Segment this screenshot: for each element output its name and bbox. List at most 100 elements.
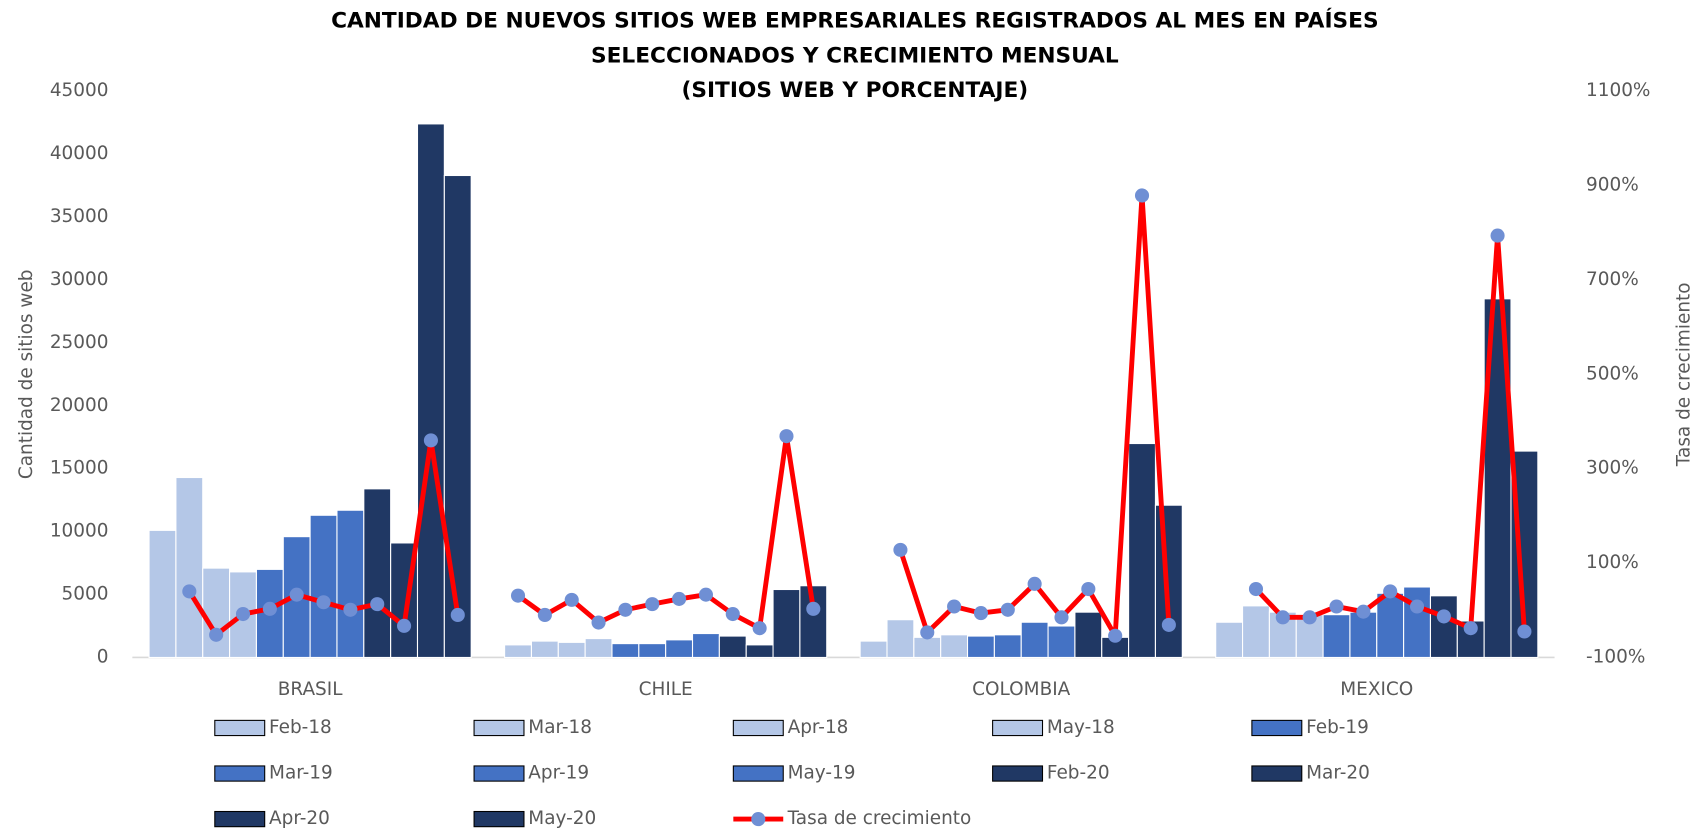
growth-marker — [1027, 576, 1042, 591]
growth-marker — [645, 597, 660, 612]
chart-title: (SITIOS WEB Y PORCENTAJE) — [681, 78, 1028, 103]
legend-swatch — [732, 765, 784, 782]
bar — [148, 529, 177, 658]
legend-label: Feb-20 — [1047, 763, 1110, 784]
legend-swatch — [473, 810, 525, 828]
legend-swatch — [473, 765, 525, 782]
legend-swatch — [214, 719, 266, 737]
y-tick-label: 25000 — [50, 332, 109, 353]
legend-swatch — [992, 719, 1044, 737]
legend-label: Tasa de crecimiento — [787, 808, 972, 829]
growth-marker — [672, 591, 687, 606]
bar — [886, 619, 915, 659]
x-tick-label: BRASIL — [278, 679, 343, 700]
growth-marker — [1081, 581, 1096, 597]
legend-label: May-19 — [788, 763, 856, 784]
legend-label: Feb-19 — [1306, 717, 1369, 738]
legend-label: Apr-18 — [788, 717, 849, 738]
y-tick-label: 45000 — [50, 80, 109, 101]
growth-marker — [1517, 624, 1532, 639]
legend-label: Apr-19 — [528, 763, 589, 784]
bar — [416, 123, 445, 658]
growth-marker — [537, 607, 552, 623]
y-tick-label: 20000 — [50, 395, 109, 416]
bar — [363, 488, 392, 658]
growth-marker — [510, 588, 526, 603]
y-tick-label: 35000 — [50, 206, 109, 227]
y-axis-label: Cantidad de sitios web — [16, 269, 37, 479]
bar — [966, 635, 995, 659]
legend-label: Mar-20 — [1306, 763, 1370, 784]
growth-marker — [1490, 228, 1505, 243]
legend-label: May-18 — [1047, 717, 1115, 738]
y2-tick-label: 500% — [1586, 363, 1639, 384]
bar — [913, 636, 942, 659]
bar — [309, 514, 338, 659]
bar — [557, 641, 586, 659]
chart-title: CANTIDAD DE NUEVOS SITIOS WEB EMPRESARIA… — [331, 8, 1379, 34]
bar — [175, 476, 204, 658]
legend-swatch — [214, 765, 266, 782]
growth-line — [516, 433, 816, 631]
legend-label: Mar-19 — [269, 763, 333, 784]
bar — [638, 643, 667, 658]
growth-marker — [1248, 581, 1264, 597]
growth-marker — [1054, 610, 1069, 625]
growth-marker — [1356, 604, 1371, 619]
legend-swatch — [473, 719, 525, 737]
bar — [1429, 595, 1458, 658]
bar — [993, 634, 1022, 658]
bar — [530, 640, 559, 658]
bar — [718, 635, 747, 659]
bar — [1074, 611, 1103, 658]
legend-swatch — [1251, 719, 1303, 737]
growth-marker — [262, 601, 277, 616]
growth-marker — [1383, 584, 1398, 599]
x-tick-label: CHILE — [639, 679, 693, 700]
growth-marker — [1000, 602, 1015, 617]
growth-marker — [947, 599, 962, 614]
growth-marker — [1134, 188, 1150, 203]
bar — [1154, 504, 1183, 659]
y-tick-label: 10000 — [50, 521, 109, 542]
growth-marker — [235, 606, 251, 622]
growth-marker — [450, 607, 465, 623]
bar — [1215, 621, 1244, 659]
growth-marker — [618, 602, 633, 617]
growth-marker — [725, 606, 740, 622]
y-tick-label: 0 — [97, 646, 109, 667]
y2-tick-label: 900% — [1586, 175, 1639, 196]
growth-marker — [289, 587, 304, 602]
y2-tick-label: 100% — [1586, 552, 1639, 573]
bar — [1020, 621, 1049, 659]
bar — [443, 174, 472, 658]
growth-marker — [1329, 599, 1344, 614]
bar — [940, 634, 969, 658]
bar — [1242, 605, 1270, 659]
y-tick-label: 30000 — [50, 269, 109, 290]
x-tick-label: COLOMBIA — [972, 679, 1071, 700]
growth-marker — [1302, 610, 1317, 625]
bar — [611, 643, 640, 658]
growth-marker — [1436, 609, 1451, 624]
growth-marker — [893, 542, 908, 557]
y2-tick-label: 1100% — [1586, 80, 1650, 101]
y2-axis-label: Tasa de crecimiento — [1674, 282, 1695, 467]
legend-swatch — [214, 810, 266, 828]
growth-marker — [343, 602, 358, 617]
growth-marker — [423, 433, 438, 448]
growth-marker — [779, 429, 794, 444]
growth-marker — [1409, 599, 1425, 614]
bar — [1403, 586, 1432, 658]
legend-marker — [751, 812, 766, 827]
legend-label: Feb-18 — [269, 717, 332, 738]
growth-marker — [1275, 610, 1290, 625]
bar — [665, 639, 694, 659]
legend-label: Mar-18 — [528, 717, 592, 738]
y-tick-label: 5000 — [62, 584, 109, 605]
bar — [772, 588, 801, 658]
legend-label: May-20 — [528, 808, 596, 829]
growth-marker — [182, 584, 197, 599]
growth-marker — [209, 627, 224, 642]
